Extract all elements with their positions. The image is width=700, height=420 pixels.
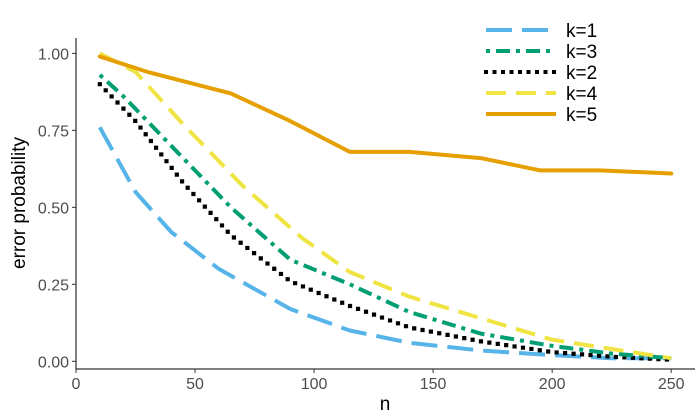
x-tick-label: 100 <box>301 376 328 393</box>
series-line-k4 <box>98 51 672 361</box>
y-tick-label: 1.00 <box>38 46 69 63</box>
y-tick-label: 0.50 <box>38 200 69 217</box>
x-axis-title: n <box>380 394 391 415</box>
legend-label: k=5 <box>566 105 597 126</box>
series-line-k1 <box>98 126 672 361</box>
series-line-k5 <box>97 54 674 176</box>
legend-label: k=4 <box>566 84 598 105</box>
y-tick-label: 0.00 <box>38 354 69 371</box>
legend: k=1k=3k=2k=4k=5 <box>484 21 598 126</box>
y-ticks: 0.00 0.25 0.50 0.75 1.00 <box>38 46 76 371</box>
series-line-k3 <box>98 73 672 361</box>
x-tick-label: 0 <box>72 376 81 393</box>
x-tick-label: 200 <box>539 376 566 393</box>
x-tick-label: 250 <box>658 376 685 393</box>
legend-label: k=3 <box>566 42 597 63</box>
series-line-k2 <box>96 81 674 363</box>
y-tick-label: 0.25 <box>38 277 69 294</box>
legend-label: k=1 <box>566 21 597 42</box>
y-tick-label: 0.75 <box>38 123 69 140</box>
x-ticks: 0 50 100 150 200 250 <box>72 369 685 393</box>
x-tick-label: 50 <box>186 376 204 393</box>
x-tick-label: 150 <box>420 376 447 393</box>
axes <box>75 38 695 370</box>
y-axis-title: error probability <box>9 137 30 269</box>
series-lines <box>96 51 674 363</box>
legend-label: k=2 <box>566 63 597 84</box>
